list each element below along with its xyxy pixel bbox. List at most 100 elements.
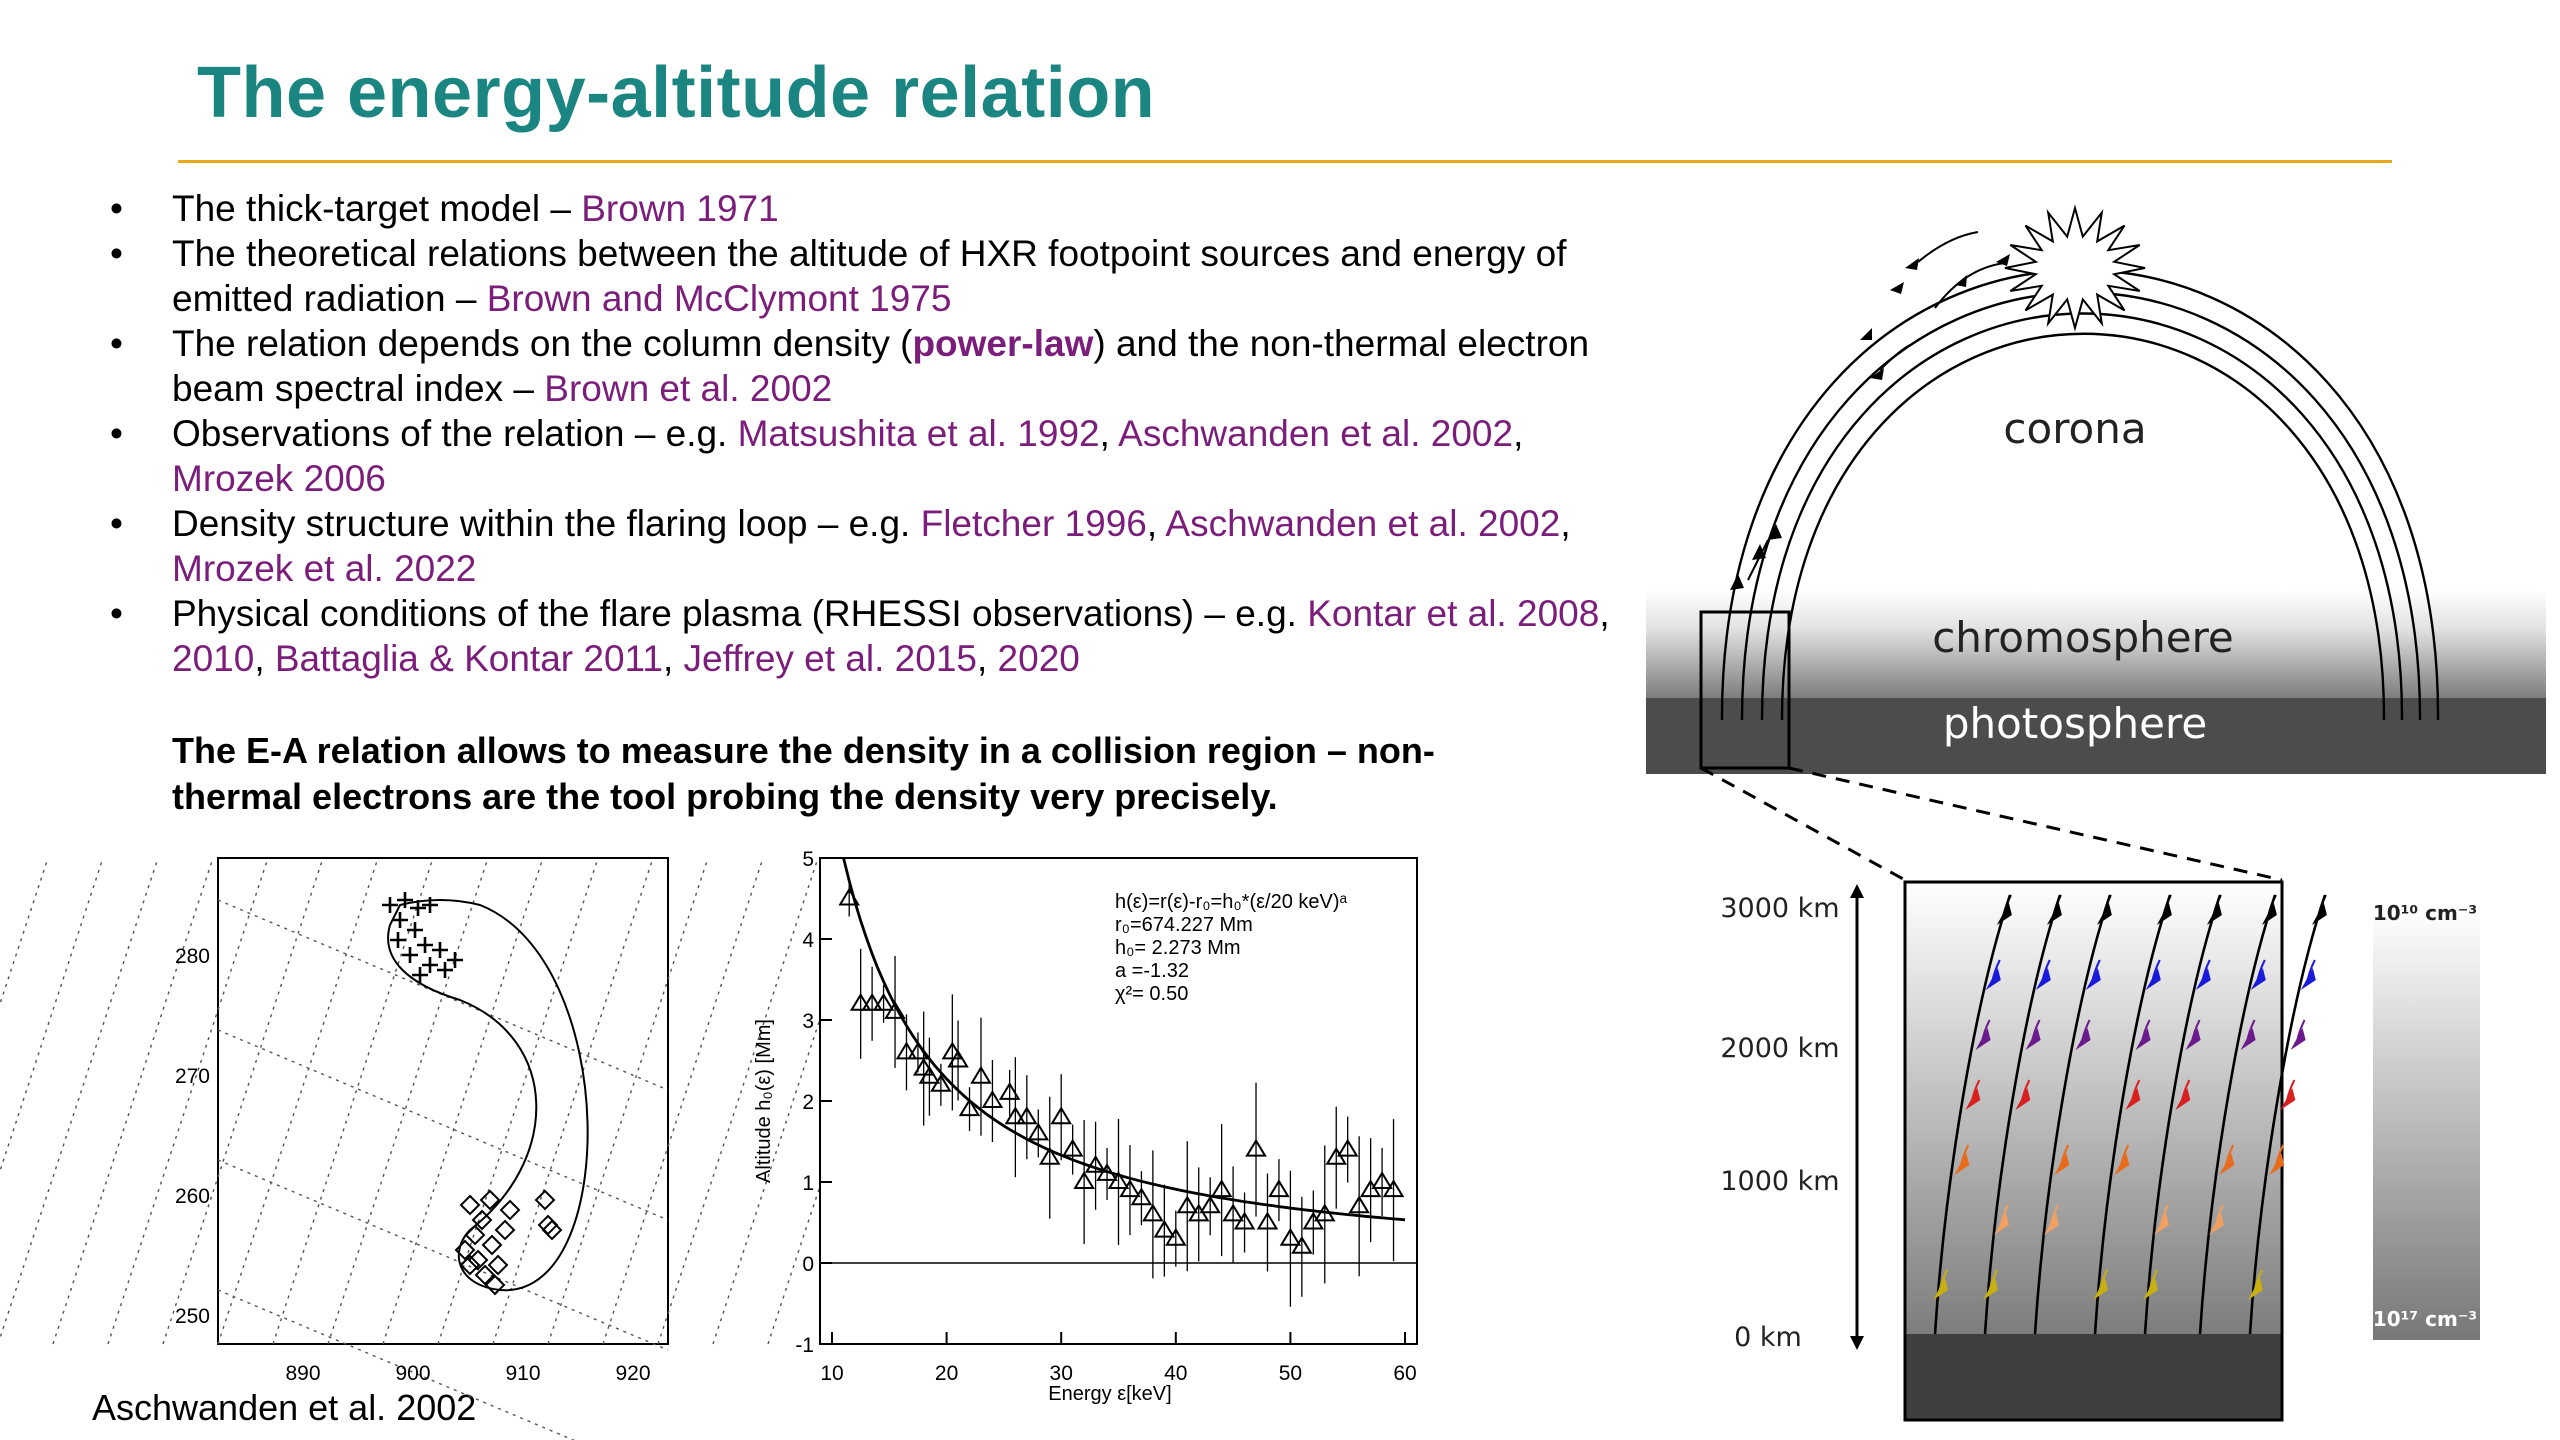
bullet-list: • The thick-target model – Brown 1971 • The…	[104, 186, 1624, 681]
data-point	[1268, 1179, 1290, 1198]
reference-link[interactable]: Kontar et al. 2008	[1307, 593, 1600, 634]
bullet-text: ,	[1513, 413, 1524, 454]
bullet-item: • Observations of the relation – e.g. Mat…	[104, 411, 1624, 501]
map-y-tick: 280	[175, 945, 210, 968]
reference-link[interactable]: Mrozek et al. 2022	[172, 548, 477, 589]
diamond-marker	[484, 1274, 506, 1296]
flare-burst-icon	[2004, 204, 2146, 332]
diamond-marker	[464, 1224, 486, 1246]
diamond-marker	[541, 1219, 563, 1241]
zoom-box	[1699, 610, 1791, 770]
reference-link[interactable]: Aschwanden et al. 2002	[1118, 413, 1514, 454]
zoom-field-lines	[1933, 894, 2327, 1335]
altitude-0: 0 km	[1734, 1322, 1802, 1353]
chromosphere-layer	[1646, 590, 2546, 700]
bullet-item: • The theoretical relations between the a…	[104, 231, 1624, 321]
density-scale-bar	[2373, 908, 2480, 1340]
map-x-tick: 890	[285, 1362, 320, 1385]
data-point	[970, 1065, 992, 1084]
data-point	[947, 1049, 969, 1068]
plus-marker	[402, 947, 418, 963]
chromosphere-label: chromosphere	[1932, 613, 2234, 662]
data-point	[1382, 1179, 1405, 1198]
electron-arrows	[1730, 254, 2010, 590]
diamond-marker	[494, 1219, 516, 1241]
corona-label: corona	[2003, 404, 2146, 453]
chart-x-tick: 60	[1393, 1362, 1416, 1385]
bullet-text: Observations of the relation – e.g.	[172, 413, 738, 454]
data-point	[1119, 1179, 1141, 1198]
data-point	[918, 1065, 941, 1084]
chart-x-tick: 40	[1164, 1362, 1187, 1385]
diamond-marker	[487, 1254, 509, 1276]
diamond-marker	[481, 1234, 503, 1256]
bullet-text: ,	[662, 638, 684, 679]
title-underline	[178, 160, 2392, 163]
reference-link[interactable]: Mrozek 2006	[172, 458, 386, 499]
photosphere-label: photosphere	[1943, 699, 2207, 748]
data-point	[1027, 1122, 1050, 1141]
plus-marker	[392, 912, 408, 928]
data-point	[1084, 1154, 1107, 1173]
data-point	[1245, 1138, 1267, 1157]
bullet-dot: •	[110, 503, 123, 544]
fit-curve	[842, 857, 1406, 1222]
data-point	[941, 1041, 964, 1060]
reference-link[interactable]: Brown et al. 2002	[544, 368, 833, 409]
chart-y-tick: 0	[802, 1253, 814, 1276]
reference-link[interactable]: Matsushita et al. 1992	[737, 413, 1100, 454]
reference-link[interactable]: Aschwanden et al. 2002	[1165, 503, 1561, 544]
chart-ylabel: Altitude h₀(ε) [Mm]	[753, 1019, 775, 1183]
reference-link[interactable]: Battaglia & Kontar 2011	[274, 638, 663, 679]
data-point	[1336, 1138, 1359, 1157]
reference-link[interactable]: Brown 1971	[581, 188, 779, 229]
plus-marker	[447, 952, 463, 968]
reference-link[interactable]: Fletcher 1996	[920, 503, 1147, 544]
bullet-item: • The relation depends on the column dens…	[104, 321, 1624, 411]
zoom-electron-arrows	[1932, 894, 2327, 1300]
data-point	[838, 887, 860, 906]
chart-y-tick: 2	[802, 1091, 814, 1114]
emphasis-term: power-law	[912, 323, 1094, 364]
data-point	[1222, 1203, 1244, 1222]
data-point	[872, 992, 895, 1011]
plus-marker	[382, 897, 398, 913]
altitude-arrow-up-icon	[1850, 884, 1864, 898]
data-point	[1233, 1211, 1256, 1230]
reference-link[interactable]: 2010	[172, 638, 255, 679]
loop-diagram: corona chromosphere photosphere 3000 km …	[1646, 204, 2546, 1422]
data-point	[884, 1000, 906, 1019]
zoom-photosphere	[1905, 1334, 2282, 1420]
data-point	[1314, 1203, 1336, 1222]
data-point	[1107, 1171, 1130, 1189]
data-point	[998, 1081, 1021, 1100]
data-point	[1165, 1227, 1187, 1246]
plus-marker	[437, 962, 453, 978]
chart-y-tick: -1	[795, 1334, 814, 1357]
reference-link[interactable]: Jeffrey et al. 2015	[683, 638, 977, 679]
bullet-text: ) and the non-thermal electron beam spec…	[172, 323, 1590, 409]
data-point	[849, 992, 872, 1011]
chart-y-tick: 3	[802, 1010, 814, 1033]
diamond-marker	[534, 1189, 556, 1211]
diamond-marker	[471, 1209, 493, 1231]
data-point	[1142, 1203, 1164, 1222]
bullet-dot: •	[110, 593, 123, 634]
data-point	[1096, 1162, 1118, 1181]
data-point	[1038, 1146, 1061, 1165]
plus-marker	[422, 897, 438, 913]
reference-link[interactable]: 2020	[997, 638, 1080, 679]
figure-caption: Aschwanden et al. 2002	[92, 1387, 477, 1428]
data-point	[930, 1073, 952, 1092]
chart-y-tick: 5	[802, 848, 814, 871]
data-point	[1256, 1211, 1279, 1230]
altitude-3000: 3000 km	[1720, 893, 1839, 924]
diamond-marker	[454, 1239, 476, 1261]
bullet-text: Physical conditions of the flare plasma …	[172, 593, 1308, 634]
conclusion-text: The E-A relation allows to measure the d…	[172, 730, 1435, 817]
bullet-text: ,	[976, 638, 998, 679]
loop-outline	[387, 899, 589, 1292]
reference-link[interactable]: Brown and McClymont 1975	[486, 278, 952, 319]
map-y-tick: 270	[175, 1065, 210, 1088]
plus-marker	[417, 937, 433, 953]
